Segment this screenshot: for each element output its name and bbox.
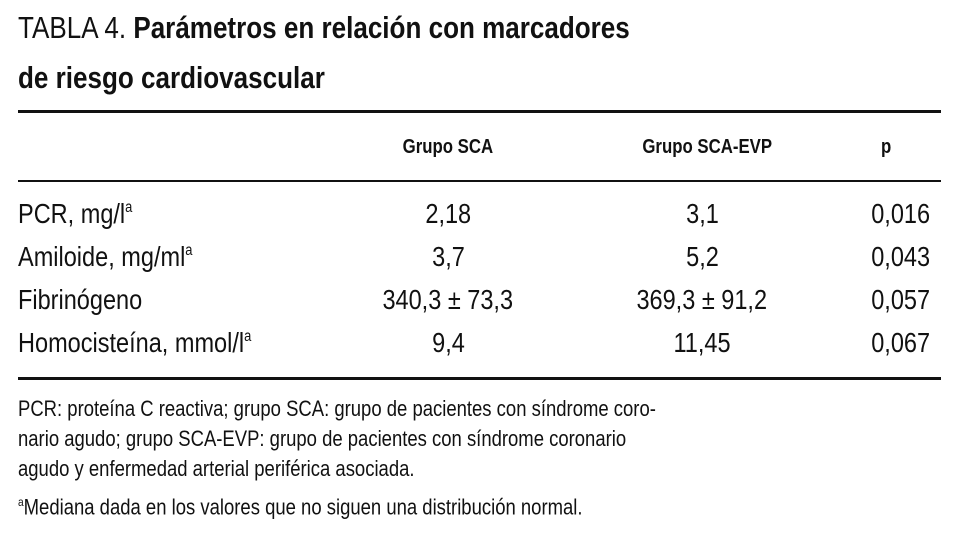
row-label: Amiloide, mg/mla — [18, 243, 226, 271]
cell: 2,18 — [348, 200, 548, 228]
cell: 369,3 ± 91,2 — [592, 286, 812, 314]
cell: 0,043 — [830, 243, 930, 271]
row-label: PCR, mg/la — [18, 200, 154, 228]
cell-text: 0,057 — [871, 284, 930, 315]
cell-text: 0,043 — [871, 241, 930, 272]
cell-text: 5,2 — [685, 241, 719, 272]
cell-text: 0,067 — [871, 327, 930, 358]
cell: 0,057 — [830, 286, 930, 314]
header-cell: p — [836, 137, 936, 157]
row-label-wrap: Homocisteína, mmol/la — [18, 329, 251, 357]
title-text: Parámetros en relación con marcadores — [133, 10, 630, 45]
footnote-line: PCR: proteína C reactiva; grupo SCA: gru… — [18, 398, 777, 420]
cell: 3,1 — [592, 200, 812, 228]
cell: 9,4 — [348, 329, 548, 357]
title-line: de riesgo cardiovascular — [18, 62, 383, 93]
rule — [18, 180, 941, 182]
cell-text: 3,7 — [431, 241, 465, 272]
row-label: Homocisteína, mmol/la — [18, 329, 296, 357]
title-text: de riesgo cardiovascular — [18, 60, 325, 95]
cell-text: 11,45 — [673, 327, 731, 358]
header-text: Grupo SCA-EVP — [642, 136, 772, 158]
row-label-text: Amiloide, mg/ml — [18, 241, 186, 272]
cell: 11,45 — [592, 329, 812, 357]
footnote-line: nario agudo; grupo SCA-EVP: grupo de pac… — [18, 428, 742, 450]
footnote-text: PCR: proteína C reactiva; grupo SCA: gru… — [18, 396, 656, 421]
footnote-text: agudo y enfermedad arterial periférica a… — [18, 456, 415, 481]
footnote-line: agudo y enfermedad arterial periférica a… — [18, 458, 490, 480]
header-text: p — [880, 136, 892, 158]
header-cell: Grupo SCA — [348, 137, 548, 157]
rule — [18, 377, 941, 380]
footnote-text: nario agudo; grupo SCA-EVP: grupo de pac… — [18, 426, 627, 451]
footnote-text: Mediana dada en los valores que no sigue… — [23, 494, 583, 520]
superscript: a — [125, 199, 133, 217]
cell-text: 9,4 — [431, 327, 465, 358]
title-label: TABLA 4. — [18, 10, 127, 45]
cell: 0,016 — [830, 200, 930, 228]
cell: 340,3 ± 73,3 — [348, 286, 548, 314]
row-label: Fibrinógeno — [18, 286, 166, 314]
cell-text: 340,3 ± 73,3 — [382, 284, 514, 315]
cell: 3,7 — [348, 243, 548, 271]
cell-text: 0,016 — [871, 198, 930, 229]
superscript: a — [18, 495, 24, 509]
cell: 0,067 — [830, 329, 930, 357]
header-cell: Grupo SCA-EVP — [592, 137, 822, 157]
cell: 5,2 — [592, 243, 812, 271]
footnote-note: aMediana dada en los valores que no sigu… — [18, 496, 690, 518]
footnote-wrap: aMediana dada en los valores que no sigu… — [18, 496, 583, 518]
header-text: Grupo SCA — [402, 136, 494, 158]
row-label-text: PCR, mg/l — [18, 198, 126, 229]
rule — [18, 110, 941, 113]
superscript: a — [244, 328, 252, 346]
cell-text: 3,1 — [685, 198, 719, 229]
row-label-wrap: Amiloide, mg/mla — [18, 243, 192, 271]
superscript: a — [185, 242, 193, 260]
row-label-wrap: PCR, mg/la — [18, 200, 132, 228]
cell-text: 369,3 ± 91,2 — [636, 284, 768, 315]
title-line: TABLA 4. Parámetros en relación con marc… — [18, 12, 746, 43]
cell-text: 2,18 — [425, 198, 471, 229]
row-label-wrap: Fibrinógeno — [18, 286, 142, 314]
row-label-text: Homocisteína, mmol/l — [18, 327, 245, 358]
row-label-text: Fibrinógeno — [18, 284, 143, 315]
